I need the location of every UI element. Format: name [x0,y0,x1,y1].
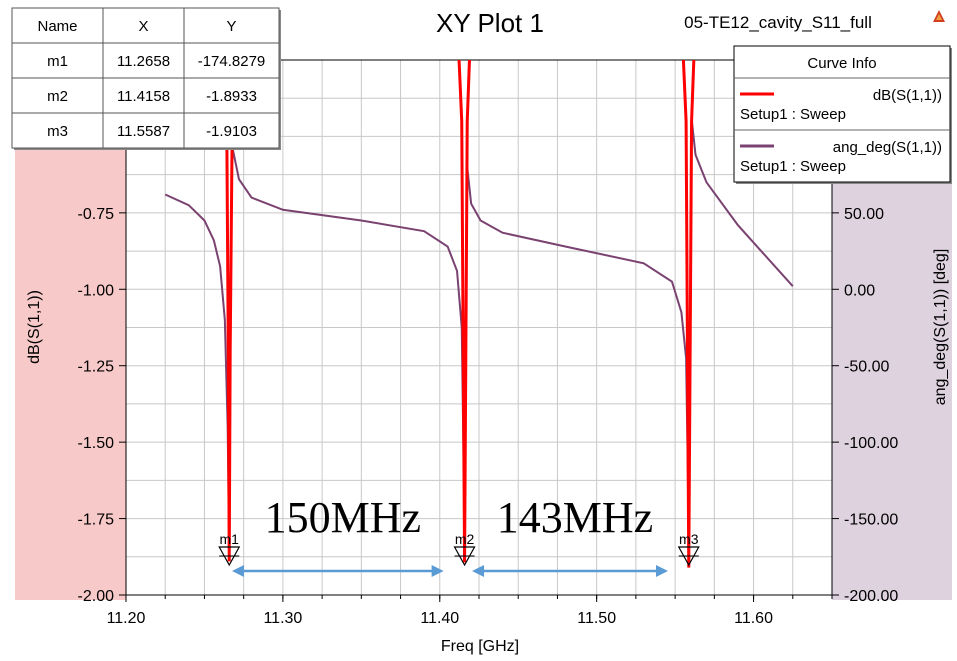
table-value-cell: m2 [47,88,68,105]
marker-table: Name X Ym1 11.2658 -174.8279 m2 11.4158 -1.8933… [11,7,281,150]
legend-item-label: dB(S(1,1)) [873,87,942,104]
y-right-tick-label: -100.00 [844,435,898,452]
legend-item-label: ang_deg(S(1,1)) [833,139,942,156]
table-value-cell: 11.2658 [117,53,170,70]
spacing-annotation-2: 143MHz [497,493,653,542]
y-left-tick-label: -1.25 [78,359,115,376]
x-tick-label: 11.30 [263,610,302,627]
table-value-cell: m3 [47,123,68,140]
spacing-arrow-head-right [655,565,668,577]
x-tick-label: 11.20 [107,610,146,627]
spacing-annotation-1: 150MHz [265,493,421,542]
x-axis-label: Freq [GHz] [441,638,519,655]
axis-ticks: 11.2011.3011.4011.5011.60-0.50-0.75-1.00… [78,129,899,627]
y-left-tick-label: -1.75 [78,512,115,529]
y-right-tick-label: 0.00 [844,282,875,299]
x-tick-label: 11.60 [734,610,773,627]
table-header-cell: X [138,18,148,35]
spacing-arrow-head-right [431,565,444,577]
y-left-tick-label: -1.50 [78,435,115,452]
series-ang-deg-s11-line [164,60,794,557]
table-header-cell: Y [226,18,236,35]
table-value-cell: -1.9103 [206,123,257,140]
table-header-cell: Name [37,18,77,35]
table-value-cell: 11.5587 [117,123,170,140]
marker-label-m2: m2 [455,531,475,547]
marker-layer: m1 m2 m3 [218,531,700,567]
curve-info-legend: Curve Info dB(S(1,1)) Setup1 : Sweep ang_de… [733,45,952,184]
y-axis-left-label: dB(S(1,1)) [26,290,43,364]
ansys-logo-icon [933,10,945,22]
table-value-cell: m1 [47,53,68,70]
marker-label-m1: m1 [220,531,240,547]
table-cell [183,112,280,149]
annotation-layer: 150MHz 143MHz [231,493,668,577]
spacing-arrow-head-left [231,565,244,577]
spacing-arrow-head-left [472,565,485,577]
y-axis-right-label: ang_deg(S(1,1)) [deg] [932,249,949,406]
table-value-cell: -1.8933 [206,88,257,105]
table-value-cell: -174.8279 [198,53,266,70]
y-right-tick-label: -50.00 [844,359,889,376]
marker-label-m3: m3 [679,531,699,547]
chart-subtitle: 05-TE12_cavity_S11_full [684,13,872,32]
series-db-s11-line [224,60,696,568]
legend-title: Curve Info [807,55,876,72]
y-right-tick-label: 50.00 [844,206,884,223]
y-right-tick-label: -200.00 [844,588,898,605]
series-layer [164,60,794,568]
chart-title: XY Plot 1 [436,8,544,38]
legend-frame [733,45,951,183]
y-right-tick-label: -150.00 [844,512,898,529]
x-tick-label: 11.50 [577,610,616,627]
y-left-tick-label: -0.75 [78,206,115,223]
x-tick-label: 11.40 [420,610,459,627]
y-left-tick-label: -1.00 [78,282,115,299]
legend-item-sub: Setup1 : Sweep [740,158,846,175]
table-value-cell: 11.4158 [117,88,170,105]
legend-item-sub: Setup1 : Sweep [740,106,846,123]
y-left-tick-label: -2.00 [78,588,115,605]
